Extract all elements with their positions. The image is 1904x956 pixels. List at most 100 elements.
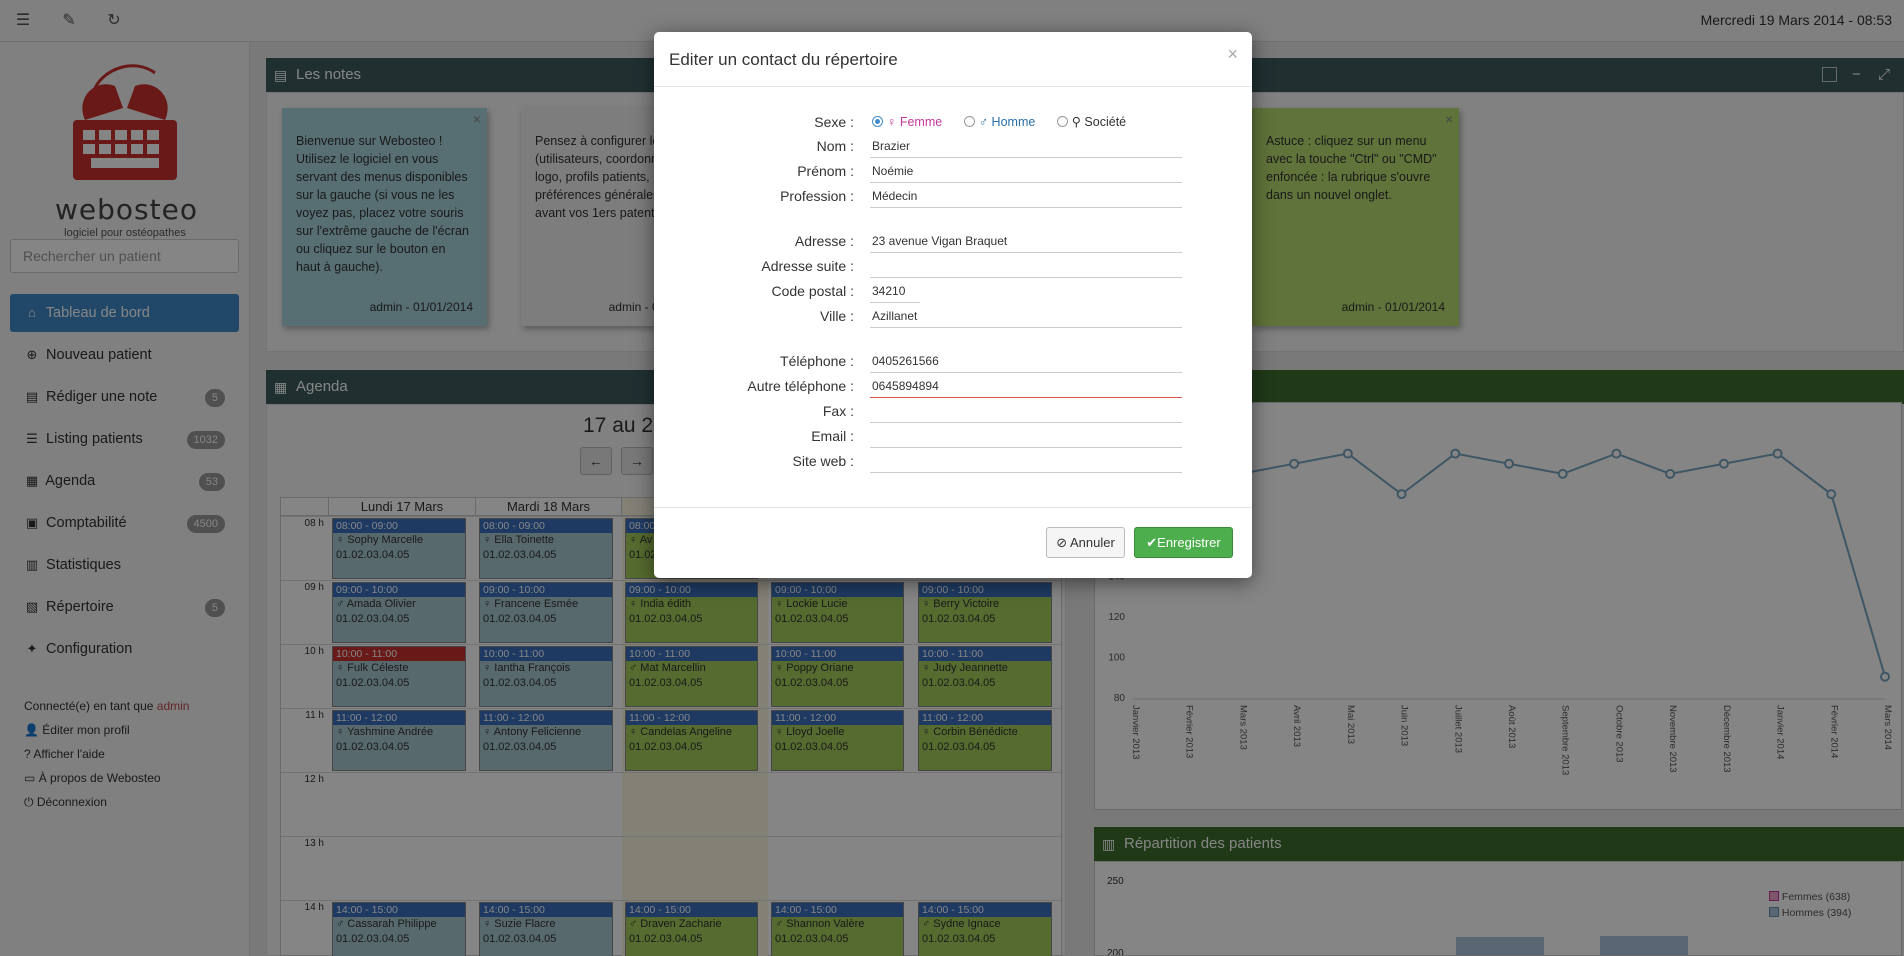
data-point[interactable] [1665,468,1676,479]
appointment[interactable]: 09:00 - 10:00 ♀ India édith 01.02.03.04.05 [625,582,758,643]
appointment[interactable]: 11:00 - 12:00 ♀ Lloyd Joelle 01.02.03.04.0… [771,710,904,771]
y-tick: 200 [1107,948,1124,956]
edit-profile-link[interactable]: 👤 Éditer mon profil [24,718,189,742]
email-input[interactable] [870,426,1182,448]
appointment[interactable]: 10:00 - 11:00 ♂ Mat Marcellin 01.02.03.04.… [625,646,758,707]
field-row-nom: Nom : Brazier [654,134,1252,159]
appointment[interactable]: 08:00 - 09:00 ♀ Ella Toinette 01.02.03.04.… [479,518,613,579]
panel-title: Agenda [296,378,348,395]
data-point[interactable] [1611,448,1622,459]
sidebar-item-nouveau-patient[interactable]: ⊕ Nouveau patient [10,336,239,374]
about-link[interactable]: ▭ À propos de Webosteo [24,766,189,790]
appointment-time: 10:00 - 11:00 [772,647,903,661]
link-label: À propos de Webosteo [38,771,161,785]
radio-homme[interactable]: ♂ Homme [963,115,1035,129]
refresh-icon[interactable]: ↻ [107,12,121,29]
sidebar-item-label: Comptabilité [46,515,127,531]
logout-link[interactable]: ⏻ Déconnexion [24,790,189,814]
field-label: Site web : [792,453,854,469]
username-link[interactable]: admin [156,699,190,713]
profession-input[interactable]: Médecin [870,186,1182,208]
sidebar-item-statistiques[interactable]: ▥ Statistiques [10,546,239,584]
appointment[interactable]: 09:00 - 10:00 ♀ Lockie Lucie 01.02.03.04.0… [771,582,904,643]
appointment-time: 14:00 - 15:00 [919,903,1051,917]
adresse-suite-input[interactable] [870,256,1182,278]
data-point[interactable] [1772,448,1783,459]
appointment-patient: ♀ Corbin Bénédicte [922,726,1018,738]
close-icon[interactable]: × [472,111,481,127]
sidebar-item-comptabilite[interactable]: ▣ Comptabilité 4500 [10,504,239,542]
square-icon[interactable] [1822,67,1837,82]
appointment-patient: ♀ Francene Esmée [483,598,579,610]
prev-week-button[interactable]: ← [580,447,612,475]
webosteo-logo-icon [73,64,177,180]
data-point[interactable] [1826,489,1837,500]
ville-input[interactable]: Azillanet [870,306,1182,328]
link-label: Éditer mon profil [42,723,130,737]
appointment[interactable]: 14:00 - 15:00 ♂ Cassarah Philippe 01.02.03… [332,902,466,956]
field-row-profession: Profession : Médecin [654,184,1252,209]
field-label: Téléphone : [780,353,854,369]
appointment[interactable]: 09:00 - 10:00 ♀ Francene Esmée 01.02.03.04… [479,582,613,643]
code-postal-input[interactable]: 34210 [870,281,920,303]
appointment[interactable]: 14:00 - 15:00 ♂ Draven Zacharie 01.02.03.0… [625,902,758,956]
telephone-input[interactable]: 0405261566 [870,351,1182,373]
close-icon[interactable]: × [1227,44,1238,64]
close-icon[interactable]: × [1444,111,1453,127]
sidebar-item-tableau-de-bord[interactable]: ⌂ Tableau de bord [10,294,239,332]
appointment[interactable]: 10:00 - 11:00 ♀ Iantha François 01.02.03.0… [479,646,613,707]
appointment[interactable]: 11:00 - 12:00 ♀ Corbin Bénédicte 01.02.03.… [918,710,1052,771]
sidebar-item-configuration[interactable]: ✦ Configuration [10,630,239,668]
appointment[interactable]: 09:00 - 10:00 ♀ Berry Victoire 01.02.03.04… [918,582,1052,643]
appointment[interactable]: 14:00 - 15:00 ♂ Sydne Ignace 01.02.03.04.0… [918,902,1052,956]
appointment-patient: ♀ Av [629,534,653,546]
hour-label: 11 h [305,710,324,721]
appointment[interactable]: 11:00 - 12:00 ♀ Antony Felicienne 01.02.03… [479,710,613,771]
data-point[interactable] [1450,448,1461,459]
radio-femme[interactable]: ♀ Femme [872,115,942,129]
y-tick-label: 100 [1108,652,1125,663]
user-icon: 👤 [24,723,39,737]
data-point[interactable] [1289,458,1300,469]
help-link[interactable]: ? Afficher l'aide [24,742,189,766]
appointment[interactable]: 10:00 - 11:00 ♀ Fulk Céleste 01.02.03.04.0… [332,646,466,707]
sidebar-item-listing-patients[interactable]: ☰ Listing patients 1032 [10,420,239,458]
appointment[interactable]: 14:00 - 15:00 ♂ Shannon Valère 01.02.03.04… [771,902,904,956]
search-input[interactable]: Rechercher un patient [10,239,239,273]
magic-wand-icon[interactable]: ✎ [62,12,76,29]
radio-societe[interactable]: ⚲ Société [1056,114,1126,129]
autre-telephone-input[interactable]: 0645894894 [870,376,1182,398]
data-point[interactable] [1718,458,1729,469]
next-week-button[interactable]: → [621,447,653,475]
data-point[interactable] [1396,489,1407,500]
fax-input[interactable] [870,401,1182,423]
sidebar-item-rediger-note[interactable]: ▤ Rédiger une note 5 [10,378,239,416]
appointment[interactable]: 11:00 - 12:00 ♀ Yashmine Andrée 01.02.03.0… [332,710,466,771]
list-icon[interactable]: ☰ [15,12,31,29]
data-point[interactable] [1342,448,1353,459]
prenom-input[interactable]: Noémie [870,161,1182,183]
x-tick-label: Décembre 2013 [1721,705,1732,773]
appointment[interactable]: 14:00 - 15:00 ♀ Suzie Flacre 01.02.03.04.0… [479,902,613,956]
cancel-button[interactable]: ⊘ Annuler [1046,527,1125,558]
question-icon: ? [24,747,31,761]
save-button[interactable]: ✔Enregistrer [1134,527,1233,558]
appointment[interactable]: 08:00 - 09:00 ♀ Sophy Marcelle 01.02.03.04… [332,518,466,579]
appointment[interactable]: 11:00 - 12:00 ♀ Candelas Angeline 01.02.03… [625,710,758,771]
site-web-input[interactable] [870,451,1182,473]
sidebar-item-repertoire[interactable]: ▧ Répertoire 5 [10,588,239,626]
sidebar-item-agenda[interactable]: ▦ Agenda 53 [10,462,239,500]
adresse-input[interactable]: 23 avenue Vigan Braquet [870,231,1182,253]
count-badge: 53 [198,473,225,491]
appointment[interactable]: 10:00 - 11:00 ♀ Judy Jeannette 01.02.03.04… [918,646,1052,707]
minimize-icon[interactable]: − [1852,66,1861,83]
field-label: Sexe : [814,114,854,130]
data-point[interactable] [1504,458,1514,469]
appointment-time: 09:00 - 10:00 [626,583,757,597]
appointment[interactable]: 09:00 - 10:00 ♂ Amada Olivier 01.02.03.04.… [332,582,466,643]
data-point[interactable] [1880,671,1890,682]
nom-input[interactable]: Brazier [870,136,1182,158]
expand-icon[interactable]: ⤢ [1878,66,1891,83]
data-point[interactable] [1557,468,1568,479]
appointment[interactable]: 10:00 - 11:00 ♀ Poppy Oriane 01.02.03.04.0… [771,646,904,707]
